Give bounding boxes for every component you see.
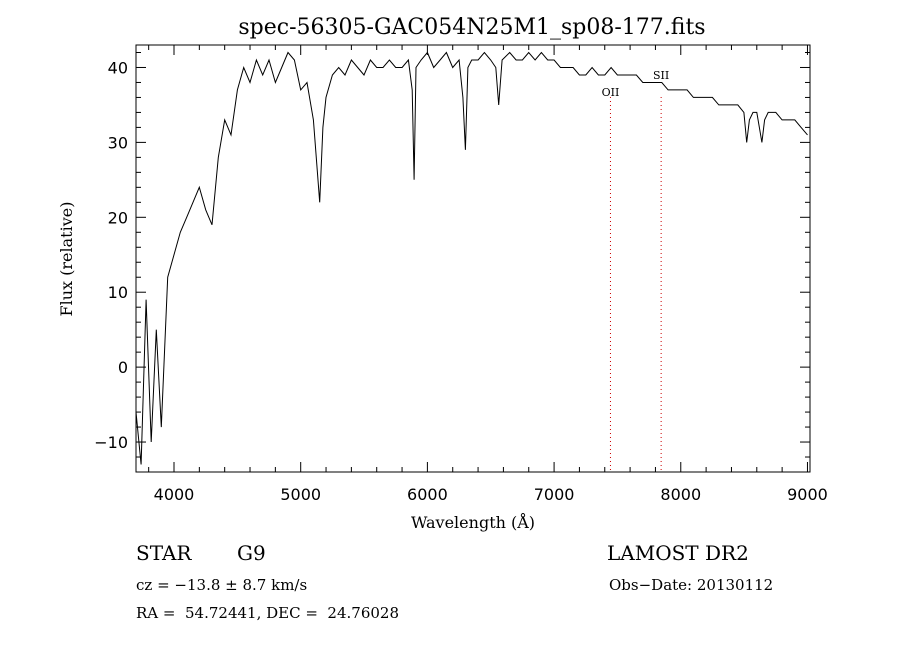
x-tick-label: 6000 xyxy=(407,485,448,504)
y-tick-label: 30 xyxy=(108,133,128,152)
x-tick-label: 4000 xyxy=(154,485,195,504)
coordinates-text: RA = 54.72441, DEC = 24.76028 xyxy=(136,604,400,622)
y-tick-label: −10 xyxy=(94,433,128,452)
y-axis-label: Flux (relative) xyxy=(57,202,76,317)
tick-labels: 4000 5000 6000 7000 8000 9000 −10 0 10 20 30 40 xyxy=(94,58,828,504)
survey-label: LAMOST DR2 xyxy=(607,541,749,565)
x-tick-label: 8000 xyxy=(660,485,701,504)
observation-date: Obs−Date: 20130112 xyxy=(609,576,774,594)
x-tick-label: 5000 xyxy=(280,485,321,504)
x-tick-label: 9000 xyxy=(787,485,828,504)
y-tick-label: 40 xyxy=(108,58,128,77)
emission-marker-label: OII xyxy=(602,86,620,99)
emission-marker-label: SII xyxy=(653,69,669,82)
y-tick-label: 0 xyxy=(118,358,128,377)
plot-frame xyxy=(135,44,811,473)
chart-title: spec-56305-GAC054N25M1_sp08-177.fits xyxy=(238,15,705,40)
axis-ticks xyxy=(136,45,810,473)
spectrum-line xyxy=(135,51,808,465)
y-tick-label: 10 xyxy=(108,283,128,302)
emission-line-markers: OII SII xyxy=(602,69,669,472)
y-tick-label: 20 xyxy=(108,208,128,227)
x-axis-label: Wavelength (Å) xyxy=(411,512,535,532)
x-tick-label: 7000 xyxy=(534,485,575,504)
redshift-text: cz = −13.8 ± 8.7 km/s xyxy=(136,576,308,594)
object-subclass: G9 xyxy=(237,541,266,565)
object-class: STAR xyxy=(136,541,192,565)
